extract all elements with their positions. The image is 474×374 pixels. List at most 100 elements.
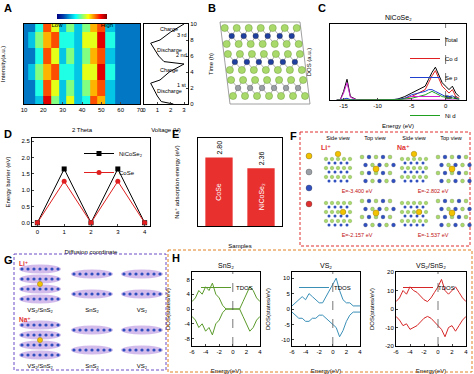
svg-text:-2: -2 (217, 349, 223, 355)
svg-text:10: 10 (283, 275, 290, 281)
svg-text:50: 50 (98, 107, 105, 113)
svg-text:2.36: 2.36 (258, 152, 265, 166)
svg-text:Discharge: Discharge (157, 47, 182, 53)
svg-text:DOS(states/eV): DOS(states/eV) (265, 288, 271, 330)
svg-text:Na⁺: Na⁺ (397, 144, 410, 151)
svg-text:60: 60 (117, 107, 124, 113)
svg-text:Top view: Top view (440, 135, 461, 141)
svg-text:TDOS: TDOS (236, 285, 253, 291)
svg-text:4: 4 (258, 349, 262, 355)
svg-text:High: High (101, 22, 113, 28)
svg-text:2: 2 (190, 85, 194, 91)
svg-text:TDOS: TDOS (334, 285, 351, 291)
svg-text:10: 10 (387, 288, 394, 294)
svg-text:40: 40 (79, 107, 86, 113)
svg-text:Side view: Side view (326, 135, 350, 141)
svg-text:Voltage (V): Voltage (V) (151, 127, 181, 133)
svg-text:10: 10 (190, 21, 197, 27)
svg-text:Side view: Side view (402, 135, 426, 141)
svg-text:VS₂: VS₂ (137, 363, 148, 369)
svg-text:Energy(eV): Energy(eV) (211, 368, 241, 374)
svg-text:5: 5 (286, 291, 290, 297)
svg-text:Energy (eV): Energy (eV) (382, 123, 414, 129)
svg-text:Na⁺: Na⁺ (19, 316, 31, 323)
svg-text:-4: -4 (303, 349, 309, 355)
svg-text:8: 8 (190, 37, 194, 43)
svg-text:4: 4 (464, 349, 468, 355)
svg-text:-2: -2 (317, 349, 323, 355)
svg-text:1.5: 1.5 (21, 171, 30, 177)
svg-text:-4: -4 (184, 321, 190, 327)
svg-text:-6: -6 (393, 349, 399, 355)
svg-text:2: 2 (345, 349, 349, 355)
svg-text:6: 6 (190, 53, 194, 59)
svg-text:Charge: Charge (160, 67, 178, 73)
svg-text:E=-3.400 eV: E=-3.400 eV (342, 188, 373, 194)
svg-text:2.80: 2.80 (216, 141, 223, 155)
svg-text:B: B (208, 2, 216, 14)
svg-text:Charge: Charge (160, 26, 178, 32)
svg-text:F: F (290, 130, 297, 142)
svg-text:DOS (a.u.): DOS (a.u.) (306, 48, 312, 77)
svg-text:2: 2 (169, 107, 173, 113)
svg-text:-6: -6 (189, 349, 195, 355)
svg-text:Discharge: Discharge (157, 88, 182, 94)
svg-text:Energy barrier (eV): Energy barrier (eV) (5, 156, 11, 207)
svg-text:-5: -5 (409, 103, 415, 109)
svg-text:Samples: Samples (228, 243, 251, 249)
svg-text:Low: Low (51, 22, 63, 28)
svg-text:0: 0 (444, 103, 448, 109)
svg-text:VS₂: VS₂ (137, 307, 148, 313)
svg-text:3 rd: 3 rd (177, 32, 186, 38)
svg-text:1: 1 (63, 229, 67, 235)
svg-text:4: 4 (190, 69, 194, 75)
svg-text:2.0: 2.0 (21, 155, 30, 161)
svg-text:-15: -15 (339, 103, 348, 109)
svg-text:0: 0 (331, 349, 335, 355)
svg-text:-10: -10 (373, 103, 382, 109)
svg-text:0: 0 (231, 349, 235, 355)
svg-text:Se p: Se p (445, 75, 458, 81)
svg-text:2 Theta: 2 Theta (72, 127, 93, 133)
svg-text:0: 0 (436, 349, 440, 355)
svg-text:20: 20 (387, 269, 394, 275)
svg-text:70: 70 (137, 107, 144, 113)
svg-text:4: 4 (358, 349, 362, 355)
svg-text:NiCoSe₂: NiCoSe₂ (258, 183, 265, 210)
svg-text:2.5: 2.5 (21, 138, 30, 144)
svg-text:8: 8 (186, 277, 190, 283)
svg-text:0.5: 0.5 (21, 204, 30, 210)
svg-text:2: 2 (450, 349, 454, 355)
svg-text:VS₂/SnS₂: VS₂/SnS₂ (416, 262, 446, 269)
svg-text:Na⁺ adsorption energy (eV): Na⁺ adsorption energy (eV) (174, 145, 180, 219)
svg-text:3: 3 (182, 107, 186, 113)
svg-text:Ni d: Ni d (445, 113, 456, 119)
svg-text:-2: -2 (421, 349, 427, 355)
svg-text:-4: -4 (203, 349, 209, 355)
svg-text:4: 4 (143, 229, 147, 235)
svg-text:E=-2.157 eV: E=-2.157 eV (342, 232, 373, 238)
svg-text:A: A (4, 2, 12, 14)
svg-text:NiCoSe₂: NiCoSe₂ (385, 14, 412, 21)
svg-text:1 st: 1 st (177, 82, 186, 88)
svg-text:G: G (4, 254, 13, 266)
svg-text:Diffusion coordinate: Diffusion coordinate (65, 249, 119, 255)
svg-text:-4: -4 (407, 349, 413, 355)
svg-text:2 nd: 2 nd (176, 52, 187, 58)
svg-text:3: 3 (116, 229, 120, 235)
svg-text:0: 0 (36, 229, 40, 235)
svg-text:20: 20 (40, 107, 47, 113)
svg-text:1.0: 1.0 (21, 187, 30, 193)
svg-text:VS₂/SnS₂: VS₂/SnS₂ (27, 307, 53, 313)
svg-text:0: 0 (186, 306, 190, 312)
svg-text:TDOS: TDOS (438, 285, 455, 291)
svg-text:C: C (318, 2, 326, 14)
svg-text:4: 4 (186, 291, 190, 297)
svg-text:2: 2 (245, 349, 249, 355)
svg-text:E: E (172, 128, 179, 140)
svg-text:Li⁺: Li⁺ (19, 260, 28, 267)
svg-text:-10: -10 (281, 337, 290, 343)
svg-text:30: 30 (59, 107, 66, 113)
svg-text:Intensity(a.u.): Intensity(a.u.) (0, 46, 6, 82)
svg-text:0: 0 (142, 107, 146, 113)
